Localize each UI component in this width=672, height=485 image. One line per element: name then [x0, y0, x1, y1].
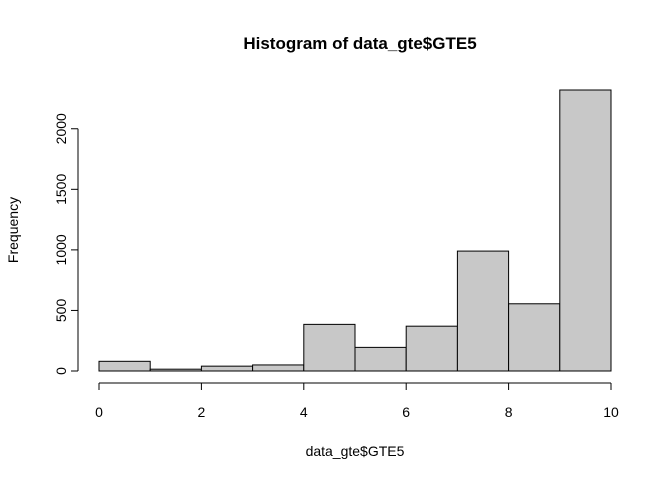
bars-layer — [98, 89, 612, 372]
histogram-bar-1 — [149, 368, 202, 372]
x-tick-label: 2 — [198, 404, 206, 420]
histogram-bar-6 — [405, 325, 458, 372]
y-tick-label: 1000 — [53, 234, 69, 265]
x-tick-label: 4 — [300, 404, 308, 420]
histogram-bar-8 — [508, 303, 561, 372]
histogram-bar-0 — [98, 360, 151, 372]
x-tick-label: 8 — [505, 404, 513, 420]
x-tick-label: 10 — [603, 404, 619, 420]
histogram-bar-3 — [252, 364, 305, 372]
x-axis: 0 2 4 6 8 10 — [95, 382, 619, 420]
histogram-bar-7 — [456, 250, 510, 372]
x-tick-label: 0 — [95, 404, 103, 420]
histogram-bar-2 — [200, 365, 254, 372]
chart-title: Histogram of data_gte$GTE5 — [243, 34, 476, 53]
histogram-bar-5 — [354, 346, 407, 372]
x-axis-label: data_gte$GTE5 — [306, 443, 405, 459]
histogram-bar-4 — [303, 323, 356, 372]
histogram-bar-9 — [559, 89, 612, 372]
y-axis-label: Frequency — [5, 197, 21, 263]
y-tick-label: 1500 — [53, 174, 69, 205]
y-tick-label: 500 — [53, 299, 69, 323]
y-tick-label: 0 — [53, 367, 69, 375]
x-tick-label: 6 — [402, 404, 410, 420]
y-axis: 0 500 1000 1500 2000 — [53, 113, 79, 375]
y-tick-label: 2000 — [53, 113, 69, 144]
